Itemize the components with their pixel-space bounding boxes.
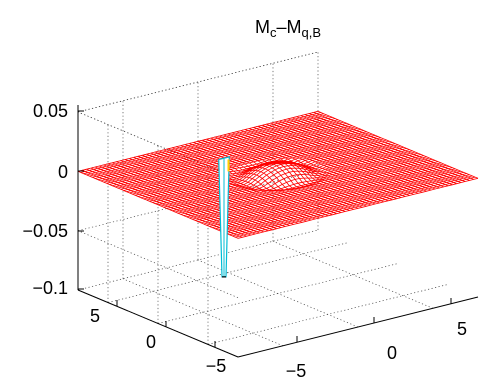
surface-mesh: [77, 110, 479, 239]
mesh-line-y-55: [80, 112, 321, 173]
mesh-line-x-38: [240, 130, 402, 198]
mesh-line-x-53: [304, 114, 466, 182]
title-main: M: [255, 17, 270, 37]
mesh-line-y-39: [126, 131, 367, 193]
mesh-line-y-48: [100, 120, 341, 182]
mesh-line-y-44: [112, 125, 353, 187]
mesh-line-x-47: [279, 120, 440, 189]
y-tick-label-1: 0: [146, 332, 156, 352]
mesh-line-y-33: [143, 138, 384, 200]
grid-line-13: [107, 242, 349, 303]
axes-lines: [77, 105, 479, 358]
mesh-line-y-54: [83, 113, 324, 175]
grid-line-15: [122, 278, 284, 347]
mesh-line-y-43: [115, 126, 356, 188]
title-dash: –M: [276, 17, 301, 37]
mesh-line-y-41: [120, 128, 361, 190]
grid-line-2: [77, 230, 239, 299]
mesh-line-y-40: [123, 130, 364, 191]
y-tick-label-0: 5: [90, 306, 100, 326]
mesh-line-y-53: [86, 114, 327, 176]
mesh-line-x-42: [257, 125, 419, 194]
mesh-line-x-55: [313, 112, 474, 180]
mesh-line-x-54: [309, 113, 470, 181]
mesh-line-x-37: [236, 131, 397, 200]
mesh-line-x-43: [262, 124, 423, 193]
z-tick-label-1: 0: [58, 162, 68, 182]
mesh-line-y-32: [146, 139, 387, 201]
grid-line-19: [272, 240, 434, 309]
mesh-line-x-39: [244, 129, 406, 197]
z-tick-label-0: 0.05: [33, 101, 68, 121]
x-axis-line: [237, 296, 479, 358]
title-sub-1: c: [270, 25, 277, 40]
mesh-line-y-36: [135, 134, 376, 196]
mesh-line-y-45: [109, 124, 350, 185]
mesh-line-y-37: [132, 133, 373, 195]
grid-line-11: [157, 263, 399, 324]
grid-lines: [77, 51, 449, 358]
grid-line-1: [77, 229, 319, 291]
mesh-line-x-35: [227, 133, 389, 202]
x-tick-label-1: 0: [387, 343, 397, 363]
mesh-line-x-50: [292, 117, 453, 186]
mesh-line-y-51: [92, 116, 333, 178]
y-tick-label-2: −5: [206, 356, 227, 376]
mesh-line-y-42: [117, 127, 359, 189]
chart-title: Mc–Mq,B: [255, 17, 321, 40]
x-tick-label-2: 5: [457, 319, 467, 339]
title-sub-2: q,B: [302, 25, 322, 40]
mesh-line-y-35: [137, 136, 379, 197]
mesh-line-y-38: [129, 132, 370, 194]
mesh-line-y-47: [103, 121, 344, 183]
mesh-line-x-56: [317, 110, 479, 179]
grid-line-3: [77, 170, 319, 232]
mesh-line-x-44: [266, 123, 427, 192]
x-tick-label-0: −5: [286, 361, 307, 381]
mesh-line-y-49: [97, 119, 339, 181]
grid-line-21: [77, 51, 319, 113]
mesh-line-y-46: [106, 122, 347, 184]
grid-line-20: [77, 111, 239, 180]
spike: [218, 156, 230, 278]
mesh-line-x-36: [232, 132, 393, 201]
mesh-line-x-49: [287, 118, 449, 187]
mesh-line-x-46: [274, 121, 436, 190]
mesh-line-y-52: [89, 115, 330, 177]
tick-labels: 0.05 0 −0.05 −0.1 5 0 −5 −5 0 5: [22, 101, 467, 381]
mesh-line-x-52: [300, 115, 462, 183]
tick-marks: [78, 110, 452, 347]
y-axis-line: [77, 289, 239, 358]
mesh-line-x-45: [270, 122, 432, 191]
mesh-line-x-48: [283, 119, 444, 188]
mesh-line-y-56: [77, 110, 319, 172]
z-tick-label-3: −0.1: [32, 278, 68, 298]
grid-line-9: [207, 284, 449, 345]
mesh-line-x-51: [296, 116, 457, 185]
mesh-line-x-41: [253, 127, 414, 195]
z-tick-label-2: −0.05: [22, 221, 68, 241]
mesh-line-x-40: [249, 128, 410, 196]
mesh-line-y-29: [155, 143, 396, 204]
mesh-line-y-50: [95, 118, 336, 179]
